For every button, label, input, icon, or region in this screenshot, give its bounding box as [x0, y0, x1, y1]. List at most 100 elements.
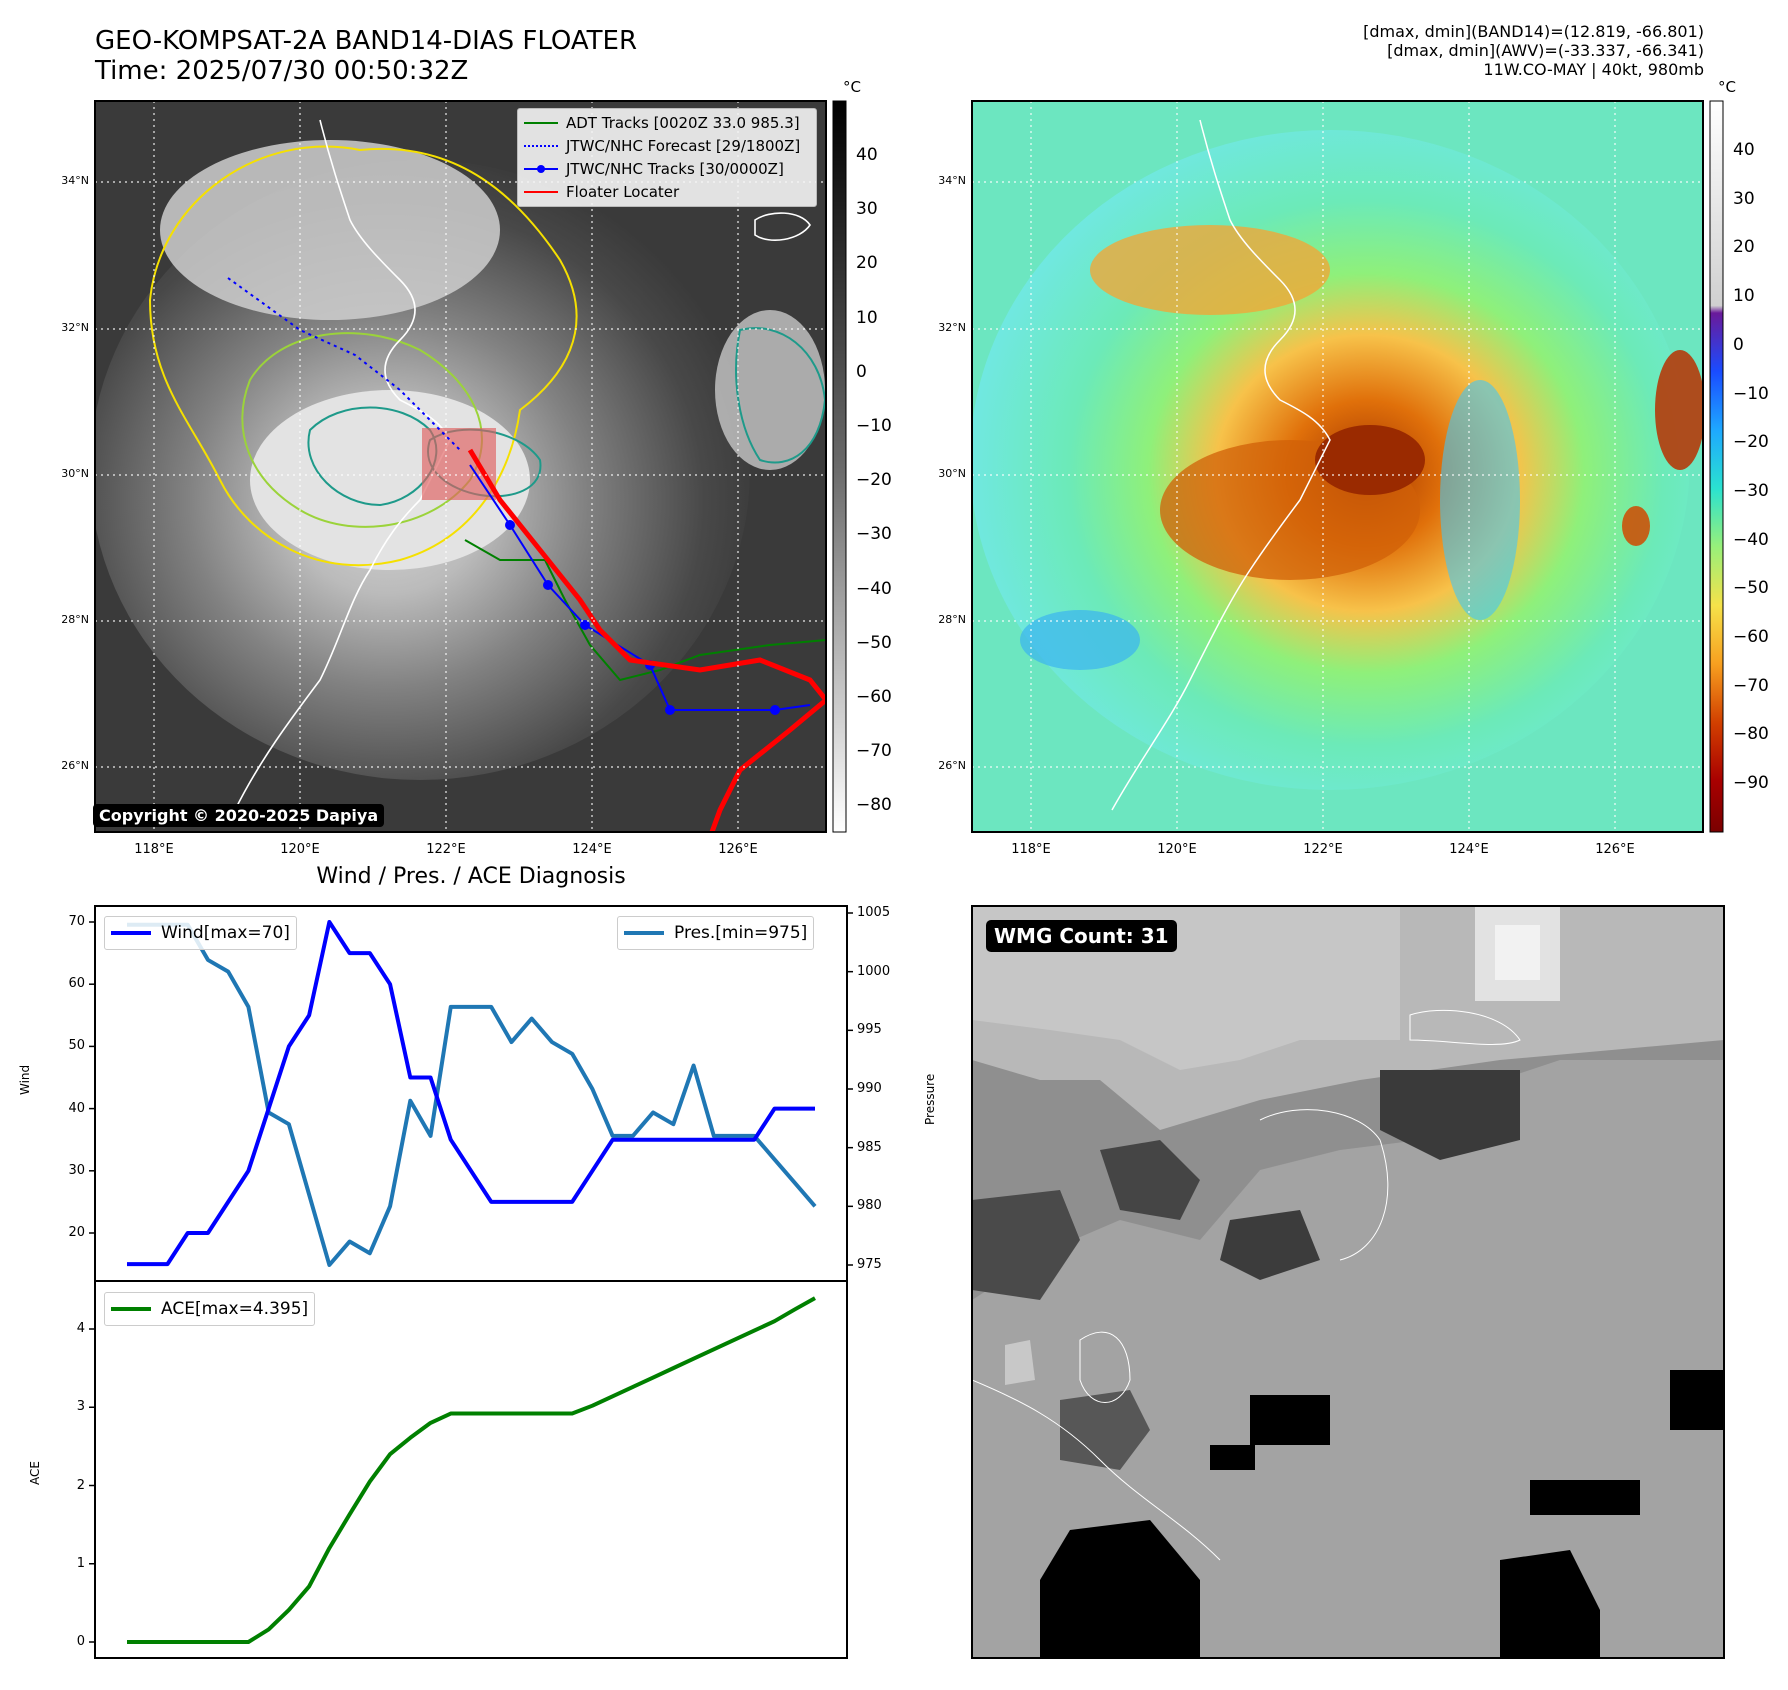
- lat-label: 28°N: [61, 613, 89, 626]
- ir-legend-item: Floater Locater: [524, 182, 679, 202]
- pressure-legend-label: Pres.[min=975]: [674, 923, 808, 943]
- ir-image: [95, 101, 826, 832]
- ir-colorbar-tick: −50: [856, 632, 892, 653]
- wv-colorbar-tick: −10: [1733, 383, 1769, 404]
- axis-tick-label: 1: [76, 1555, 85, 1571]
- ir-colorbar-tick: −70: [856, 741, 892, 762]
- jtwc-track-point: [770, 705, 780, 715]
- info-awv: [dmax, dmin](AWV)=(-33.337, -66.341): [1387, 41, 1704, 60]
- ir-colorbar-tick: −60: [856, 687, 892, 707]
- ir-legend-swatch: [524, 191, 558, 193]
- ace-legend: ACE[max=4.395]: [104, 1292, 316, 1326]
- axis-tick-label: 4: [76, 1321, 85, 1336]
- axis-tick-label: 1000: [857, 963, 891, 979]
- axis-tick-label: 30: [68, 1162, 85, 1178]
- info-band14: [dmax, dmin](BAND14)=(12.819, -66.801): [1363, 22, 1704, 41]
- ir-colorbar-tick: −20: [856, 470, 892, 491]
- axis-tick-label: 40: [68, 1100, 85, 1116]
- ace-line: [127, 1296, 816, 1644]
- wv-image: [972, 101, 1703, 832]
- lon-label: 124°E: [572, 842, 612, 857]
- ir-colorbar-tick: −10: [856, 416, 892, 436]
- axis-tick-label: 975: [857, 1257, 882, 1272]
- lat-label: 32°N: [61, 321, 89, 334]
- jtwc-track-point: [580, 620, 590, 630]
- ir-colorbar-tick: −40: [856, 578, 892, 599]
- wv-colorbar-tick: 0: [1733, 334, 1744, 355]
- ir-legend-label: JTWC/NHC Forecast [29/1800Z]: [566, 137, 801, 155]
- wv-colorbar-tick: −30: [1733, 480, 1769, 501]
- ace-plot: [89, 1296, 816, 1644]
- info-storm: 11W.CO-MAY | 40kt, 980mb: [1483, 60, 1704, 79]
- ace-legend-label: ACE[max=4.395]: [161, 1299, 309, 1319]
- ir-legend-item: JTWC/NHC Tracks [30/0000Z]: [524, 159, 784, 179]
- wind-pres-plot: [89, 912, 853, 1267]
- ir-colorbar-tick: −80: [856, 795, 892, 816]
- ir-legend-label: JTWC/NHC Tracks [30/0000Z]: [566, 160, 784, 178]
- figure-info: [dmax, dmin](BAND14)=(12.819, -66.801) […: [1363, 22, 1704, 79]
- wind-legend-swatch: [111, 931, 151, 935]
- wmg-frame: [971, 905, 1725, 1659]
- wind-legend: Wind[max=70]: [104, 916, 297, 950]
- ir-legend-item: JTWC/NHC Forecast [29/1800Z]: [524, 136, 800, 156]
- ir-colorbar-tick: −30: [856, 524, 892, 545]
- wmg-count-badge: WMG Count: 31: [986, 920, 1177, 952]
- lon-label: 118°E: [134, 842, 174, 857]
- wind-pres-frame: [94, 905, 848, 1282]
- wv-colorbar-tick: 20: [1733, 237, 1755, 258]
- axis-tick-label: 980: [857, 1198, 882, 1214]
- wv-colorbar-tick: −60: [1733, 627, 1769, 647]
- pressure-legend: Pres.[min=975]: [617, 916, 815, 950]
- pressure-line: [127, 922, 817, 1267]
- ir-legend: ADT Tracks [0020Z 33.0 985.3] JTWC/NHC Fo…: [517, 108, 817, 207]
- ir-legend-item: ADT Tracks [0020Z 33.0 985.3]: [524, 113, 800, 133]
- wv-colorbar-tick: −80: [1733, 724, 1769, 745]
- wv-colorbar-tick: −90: [1733, 773, 1769, 794]
- lat-label: 30°N: [61, 467, 89, 480]
- pressure-axis-label: Pressure: [923, 1073, 937, 1125]
- wv-colorbar-tick: 30: [1733, 188, 1755, 209]
- lat-label: 26°N: [61, 759, 89, 772]
- ir-colorbar-tick: 0: [856, 361, 867, 382]
- wv-colorbar-tick: −20: [1733, 432, 1769, 453]
- ir-frame: [94, 100, 827, 833]
- axis-tick-label: 20: [68, 1225, 85, 1240]
- wv-colorbar-tick: 10: [1733, 286, 1755, 307]
- ir-legend-swatch: [524, 145, 558, 147]
- wv-colorbar-tick: −50: [1733, 578, 1769, 599]
- lat-label: 34°N: [61, 174, 89, 187]
- lon-label: 124°E: [1449, 842, 1489, 857]
- wv-frame: [971, 100, 1704, 833]
- axis-tick-label: 3: [76, 1399, 85, 1415]
- ir-legend-label: ADT Tracks [0020Z 33.0 985.3]: [566, 114, 800, 132]
- ir-colorbar-tick: 30: [856, 199, 878, 220]
- pressure-legend-swatch: [624, 931, 664, 935]
- wv-colorbar-unit: °C: [1718, 78, 1736, 96]
- lon-label: 126°E: [718, 842, 758, 857]
- wmg-count-text: WMG Count: 31: [994, 924, 1169, 948]
- figure-title: GEO-KOMPSAT-2A BAND14-DIAS FLOATER Time:…: [95, 26, 637, 86]
- ir-legend-swatch: [524, 122, 558, 124]
- jtwc-track-point: [543, 580, 553, 590]
- wv-colorbar-tick: 40: [1733, 140, 1755, 160]
- wv-colorbar: [1709, 100, 1724, 833]
- wv-colorbar-tick: −40: [1733, 529, 1769, 550]
- ace-frame: [94, 1280, 848, 1659]
- axis-tick-label: 0: [76, 1634, 85, 1649]
- jtwc-track-point: [665, 705, 675, 715]
- lon-label: 118°E: [1011, 842, 1051, 857]
- wmg-image: [972, 906, 1724, 1658]
- ir-colorbar-tick: 10: [856, 307, 878, 328]
- wind-legend-label: Wind[max=70]: [161, 923, 290, 943]
- ir-colorbar: [832, 100, 847, 833]
- lat-label: 34°N: [938, 174, 966, 187]
- lon-label: 126°E: [1595, 842, 1635, 857]
- lon-label: 122°E: [426, 842, 466, 857]
- axis-tick-label: 70: [68, 914, 85, 929]
- ace-legend-swatch: [111, 1307, 151, 1311]
- lat-label: 30°N: [938, 467, 966, 480]
- lon-label: 120°E: [280, 842, 320, 857]
- lat-label: 32°N: [938, 321, 966, 334]
- lat-label: 26°N: [938, 759, 966, 772]
